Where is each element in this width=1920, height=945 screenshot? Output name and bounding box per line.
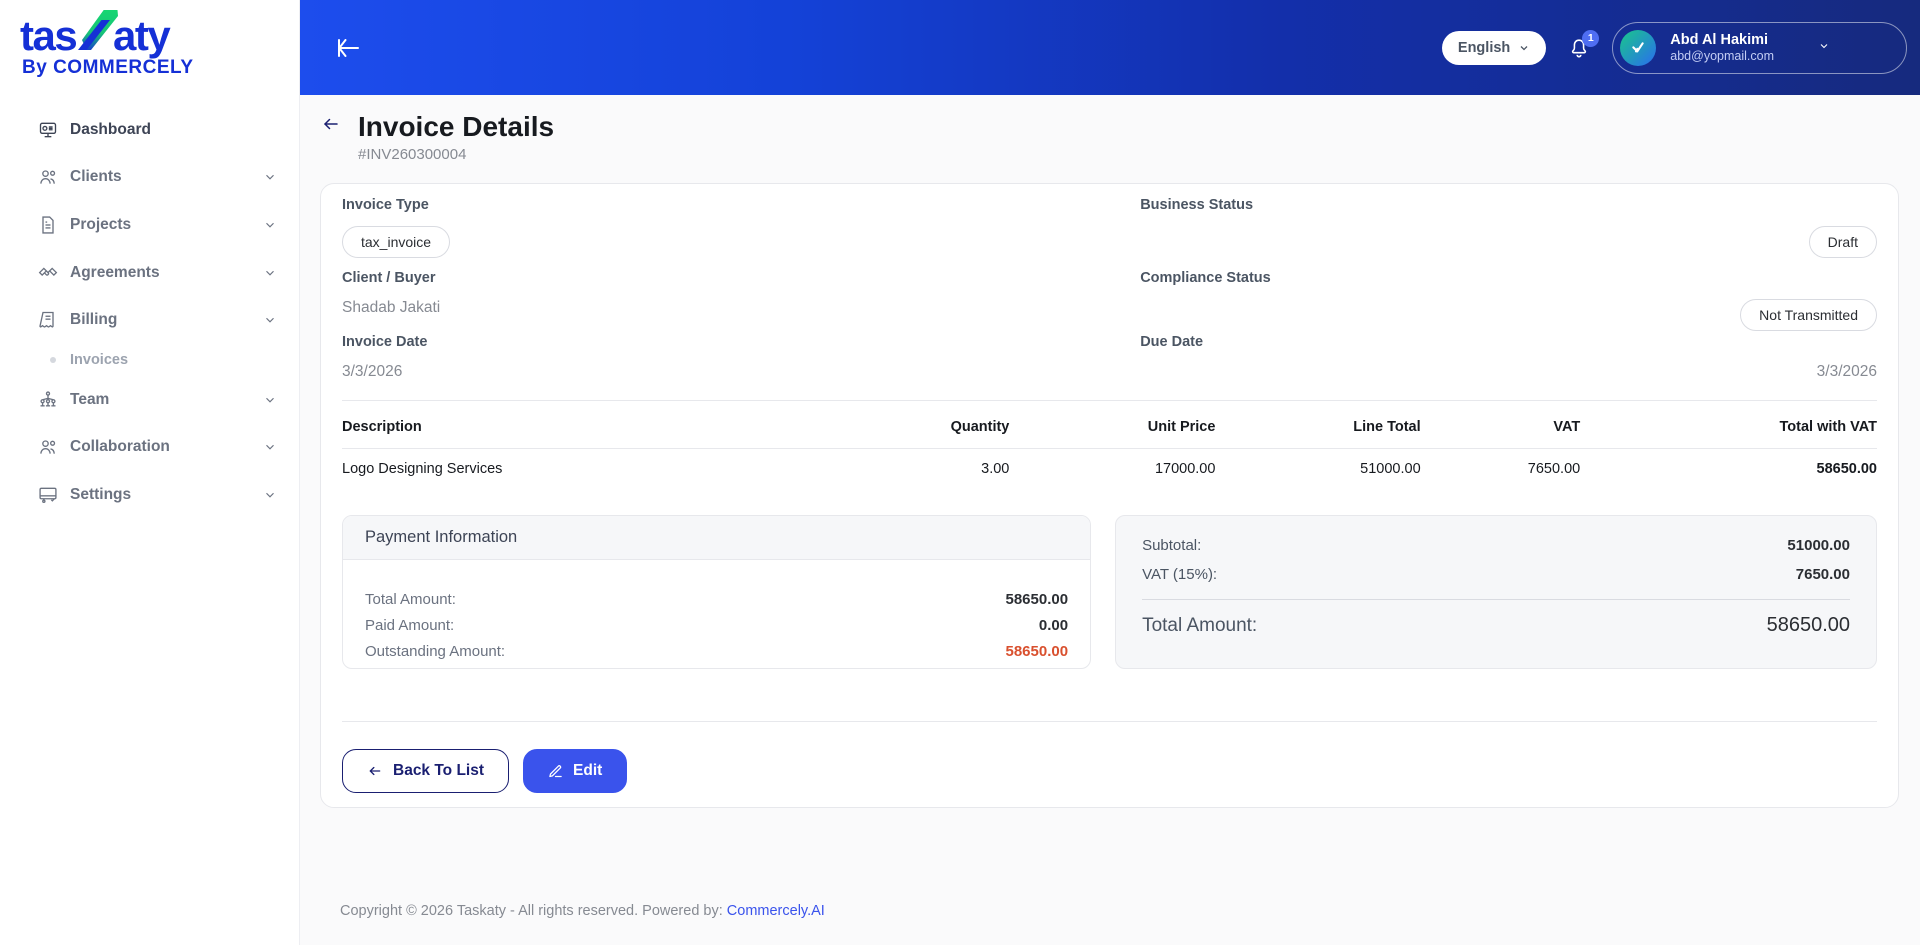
svg-text:tas: tas [20, 12, 76, 59]
svg-text:By COMMERCELY: By COMMERCELY [22, 57, 194, 78]
svg-text:aty: aty [113, 12, 171, 59]
